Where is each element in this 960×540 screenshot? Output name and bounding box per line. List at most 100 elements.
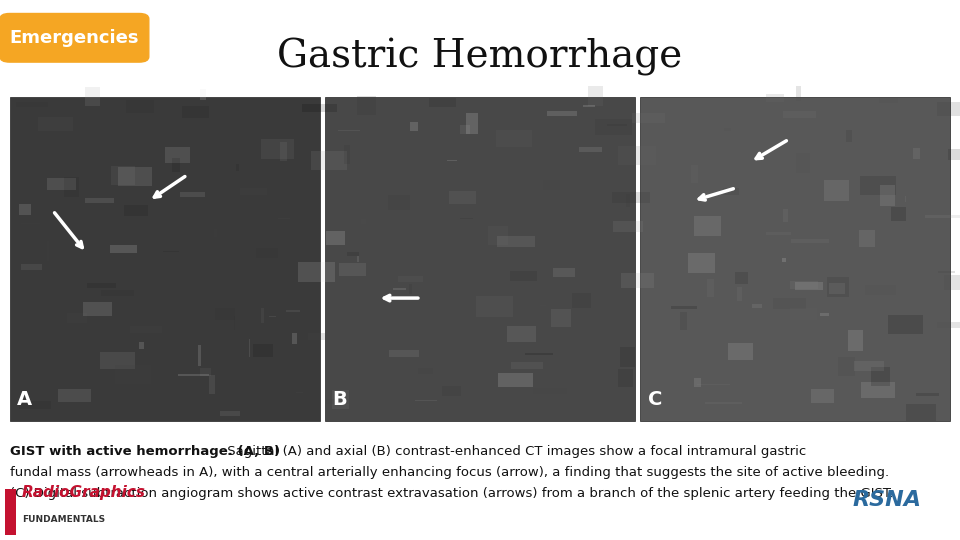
FancyBboxPatch shape xyxy=(632,113,664,124)
FancyBboxPatch shape xyxy=(308,333,327,340)
FancyBboxPatch shape xyxy=(765,94,783,102)
FancyBboxPatch shape xyxy=(691,165,699,183)
FancyBboxPatch shape xyxy=(326,399,348,404)
FancyBboxPatch shape xyxy=(488,226,508,245)
FancyBboxPatch shape xyxy=(345,145,349,164)
FancyBboxPatch shape xyxy=(326,232,345,245)
FancyBboxPatch shape xyxy=(118,167,153,186)
FancyBboxPatch shape xyxy=(671,306,697,309)
FancyBboxPatch shape xyxy=(466,113,478,134)
FancyBboxPatch shape xyxy=(916,393,939,396)
FancyBboxPatch shape xyxy=(723,188,739,195)
Text: A: A xyxy=(17,390,33,409)
FancyBboxPatch shape xyxy=(84,302,112,316)
Text: Gastric Hemorrhage: Gastric Hemorrhage xyxy=(277,38,683,76)
FancyBboxPatch shape xyxy=(612,192,650,203)
FancyBboxPatch shape xyxy=(796,282,824,290)
FancyBboxPatch shape xyxy=(829,282,845,294)
FancyBboxPatch shape xyxy=(861,382,895,397)
FancyBboxPatch shape xyxy=(838,357,855,376)
FancyBboxPatch shape xyxy=(694,377,702,388)
FancyBboxPatch shape xyxy=(124,205,148,217)
FancyBboxPatch shape xyxy=(131,326,162,333)
FancyBboxPatch shape xyxy=(209,375,215,394)
FancyBboxPatch shape xyxy=(38,117,73,131)
FancyBboxPatch shape xyxy=(547,111,577,116)
FancyBboxPatch shape xyxy=(507,326,536,342)
FancyBboxPatch shape xyxy=(774,299,805,309)
FancyBboxPatch shape xyxy=(811,389,834,402)
FancyBboxPatch shape xyxy=(697,383,730,384)
FancyBboxPatch shape xyxy=(139,342,144,349)
FancyBboxPatch shape xyxy=(905,195,906,202)
FancyBboxPatch shape xyxy=(860,176,897,195)
FancyBboxPatch shape xyxy=(796,86,801,102)
FancyBboxPatch shape xyxy=(937,322,960,328)
FancyBboxPatch shape xyxy=(357,96,376,116)
Text: Emergencies: Emergencies xyxy=(10,29,139,47)
FancyBboxPatch shape xyxy=(571,293,591,308)
FancyBboxPatch shape xyxy=(214,229,217,237)
FancyBboxPatch shape xyxy=(394,288,405,290)
FancyBboxPatch shape xyxy=(865,285,897,295)
FancyBboxPatch shape xyxy=(178,374,209,375)
FancyBboxPatch shape xyxy=(900,380,927,387)
FancyBboxPatch shape xyxy=(85,87,101,106)
FancyBboxPatch shape xyxy=(707,279,714,297)
FancyBboxPatch shape xyxy=(66,313,86,322)
FancyBboxPatch shape xyxy=(339,263,366,276)
FancyBboxPatch shape xyxy=(388,195,410,210)
FancyBboxPatch shape xyxy=(533,388,567,394)
FancyBboxPatch shape xyxy=(888,315,923,334)
FancyBboxPatch shape xyxy=(110,245,137,253)
FancyBboxPatch shape xyxy=(84,198,114,204)
FancyBboxPatch shape xyxy=(310,151,347,170)
FancyBboxPatch shape xyxy=(324,97,636,421)
FancyBboxPatch shape xyxy=(172,158,180,172)
FancyBboxPatch shape xyxy=(253,343,273,356)
FancyBboxPatch shape xyxy=(389,350,420,357)
FancyBboxPatch shape xyxy=(19,401,51,409)
FancyBboxPatch shape xyxy=(0,14,149,62)
FancyBboxPatch shape xyxy=(448,191,476,204)
FancyBboxPatch shape xyxy=(771,228,794,232)
FancyBboxPatch shape xyxy=(165,147,190,163)
FancyBboxPatch shape xyxy=(409,284,412,294)
FancyBboxPatch shape xyxy=(5,489,16,535)
FancyBboxPatch shape xyxy=(938,271,954,273)
FancyBboxPatch shape xyxy=(620,273,654,288)
FancyBboxPatch shape xyxy=(428,98,456,107)
FancyBboxPatch shape xyxy=(126,100,154,113)
FancyBboxPatch shape xyxy=(198,346,201,366)
FancyBboxPatch shape xyxy=(553,268,575,277)
Text: RSNA: RSNA xyxy=(852,490,922,510)
FancyBboxPatch shape xyxy=(827,277,850,296)
Text: (C) Digital subtraction angiogram shows active contrast extravasation (arrows) f: (C) Digital subtraction angiogram shows … xyxy=(10,487,893,500)
FancyBboxPatch shape xyxy=(849,330,863,352)
FancyBboxPatch shape xyxy=(627,194,630,207)
FancyBboxPatch shape xyxy=(110,166,135,185)
FancyBboxPatch shape xyxy=(214,145,236,157)
FancyBboxPatch shape xyxy=(859,231,875,247)
FancyBboxPatch shape xyxy=(418,368,433,374)
FancyBboxPatch shape xyxy=(286,309,300,312)
FancyBboxPatch shape xyxy=(579,147,602,152)
FancyBboxPatch shape xyxy=(543,180,560,190)
FancyBboxPatch shape xyxy=(21,222,40,224)
FancyBboxPatch shape xyxy=(347,252,359,256)
FancyBboxPatch shape xyxy=(261,139,294,159)
FancyBboxPatch shape xyxy=(21,264,41,271)
FancyBboxPatch shape xyxy=(460,125,469,134)
FancyBboxPatch shape xyxy=(878,97,899,103)
FancyBboxPatch shape xyxy=(790,308,817,320)
FancyBboxPatch shape xyxy=(676,211,690,221)
FancyBboxPatch shape xyxy=(277,218,290,219)
FancyBboxPatch shape xyxy=(10,97,320,421)
Text: Sagittal (A) and axial (B) contrast-enhanced CT images show a focal intramural g: Sagittal (A) and axial (B) contrast-enha… xyxy=(223,446,806,458)
FancyBboxPatch shape xyxy=(182,106,209,118)
FancyBboxPatch shape xyxy=(937,102,960,116)
FancyBboxPatch shape xyxy=(475,295,513,317)
FancyBboxPatch shape xyxy=(201,89,205,100)
FancyBboxPatch shape xyxy=(781,258,786,261)
FancyBboxPatch shape xyxy=(752,305,761,308)
